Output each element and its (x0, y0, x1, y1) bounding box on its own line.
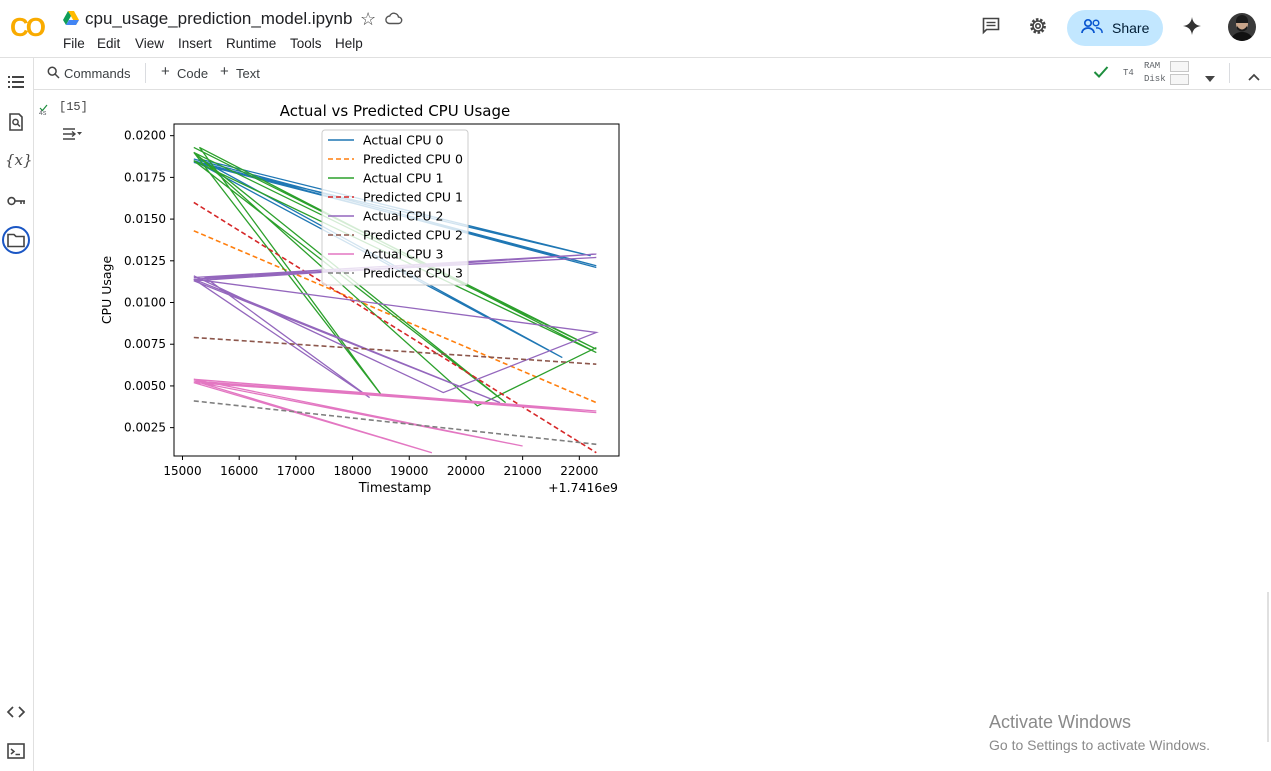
series-line-predicted-cpu-1 (193, 201, 597, 454)
menu-runtime[interactable]: Runtime (226, 36, 277, 51)
legend-label: Predicted CPU 1 (363, 190, 463, 205)
chevron-down-icon[interactable] (1205, 69, 1215, 87)
add-code-cell-button[interactable]: Code (177, 66, 209, 81)
disk-label: Disk (1144, 74, 1166, 84)
y-tick-label: 0.0025 (124, 421, 166, 435)
x-tick-label: 18000 (333, 464, 371, 478)
table-of-contents-icon[interactable] (6, 72, 26, 92)
x-tick-label: 20000 (447, 464, 485, 478)
x-tick-label: 17000 (277, 464, 315, 478)
key-icon[interactable] (6, 191, 26, 211)
y-tick-label: 0.0100 (124, 296, 166, 310)
gemini-sparkle-icon[interactable] (1182, 16, 1202, 41)
add-text-cell-button[interactable]: Text (236, 66, 260, 81)
x-offset-text: +1.7416e9 (548, 480, 618, 495)
colab-logo[interactable]: CO (10, 12, 46, 42)
execution-count[interactable]: [15] (59, 100, 88, 114)
folder-icon (6, 230, 26, 250)
toolbar-divider (1229, 63, 1230, 83)
menu-edit[interactable]: Edit (97, 36, 121, 51)
x-tick-label: 16000 (220, 464, 258, 478)
disk-meter[interactable] (1170, 74, 1189, 85)
toolbar-divider (145, 63, 146, 83)
y-tick-label: 0.0150 (124, 212, 166, 226)
scrollbar-track[interactable] (1267, 592, 1269, 742)
chevron-up-icon[interactable] (1248, 68, 1260, 86)
chart-legend: Actual CPU 0 Predicted CPU 0 Actual CPU 1 P… (321, 129, 469, 286)
execution-time: 4s (39, 110, 47, 117)
cpu-usage-chart: 15000 16000 17000 18000 19000 20000 21000 22000… (99, 102, 620, 496)
x-tick-label: 19000 (390, 464, 428, 478)
variables-icon[interactable]: {x} (5, 151, 33, 169)
top-header (0, 0, 1271, 58)
search-icon (47, 66, 60, 84)
notebook-toolbar (34, 58, 1271, 90)
x-tick-label: 15000 (163, 464, 201, 478)
gear-icon[interactable] (1028, 16, 1048, 41)
y-tick-label: 0.0075 (124, 337, 166, 351)
legend-label: Predicted CPU 2 (363, 228, 463, 243)
y-axis-label: CPU Usage (99, 256, 114, 325)
files-panel-button[interactable] (2, 226, 30, 254)
runtime-type-label[interactable]: T4 (1123, 68, 1134, 78)
find-replace-icon[interactable] (6, 112, 26, 132)
y-tick-label: 0.0175 (124, 170, 166, 184)
legend-label: Predicted CPU 3 (363, 266, 463, 281)
y-tick-label: 0.0050 (124, 379, 166, 393)
account-avatar[interactable] (1228, 13, 1256, 41)
x-tick-label: 21000 (504, 464, 542, 478)
menu-view[interactable]: View (135, 36, 165, 51)
menu-insert[interactable]: Insert (178, 36, 212, 51)
axis-ticks: 15000 16000 17000 18000 19000 20000 21000 22000… (124, 129, 598, 478)
people-icon (1081, 18, 1103, 39)
google-drive-icon (63, 11, 79, 30)
code-snippets-icon[interactable] (6, 702, 26, 722)
cloud-saved-icon[interactable] (385, 11, 403, 30)
plus-icon: + (220, 63, 229, 80)
menu-file[interactable]: File (63, 36, 85, 51)
series-line-actual-cpu-3 (193, 378, 597, 454)
run-success-check-icon (39, 99, 48, 117)
legend-label: Actual CPU 0 (363, 133, 444, 148)
notebook-title[interactable]: cpu_usage_prediction_model.ipynb (85, 9, 353, 28)
legend-label: Predicted CPU 0 (363, 152, 463, 167)
commands-button[interactable]: Commands (64, 66, 131, 81)
connected-check-icon[interactable] (1093, 65, 1109, 84)
comment-icon[interactable] (981, 16, 1001, 41)
series-line-predicted-cpu-3 (193, 400, 597, 446)
ram-meter[interactable] (1170, 61, 1189, 72)
left-rail (0, 58, 34, 771)
x-tick-label: 22000 (560, 464, 598, 478)
y-tick-label: 0.0200 (124, 129, 166, 143)
terminal-icon[interactable] (6, 741, 26, 761)
axes-frame (173, 123, 620, 457)
chart-title: Actual vs Predicted CPU Usage (280, 102, 510, 120)
activate-windows-subtitle: Go to Settings to activate Windows. (989, 737, 1210, 753)
menu-help[interactable]: Help (335, 36, 363, 51)
share-label: Share (1112, 20, 1150, 36)
activate-windows-title: Activate Windows (989, 712, 1132, 732)
legend-box (321, 129, 469, 286)
x-axis-label: Timestamp (358, 481, 432, 496)
legend-label: Actual CPU 3 (363, 247, 443, 262)
menu-tools[interactable]: Tools (290, 36, 322, 51)
plus-icon: + (161, 63, 170, 80)
output-actions-icon[interactable] (61, 126, 83, 147)
series-line-predicted-cpu-2 (193, 336, 597, 365)
star-icon[interactable]: ☆ (360, 9, 377, 29)
y-tick-label: 0.0125 (124, 254, 166, 268)
legend-label: Actual CPU 2 (363, 209, 443, 224)
ram-label: RAM (1144, 61, 1161, 71)
share-button[interactable] (1067, 10, 1163, 46)
legend-label: Actual CPU 1 (363, 171, 443, 186)
